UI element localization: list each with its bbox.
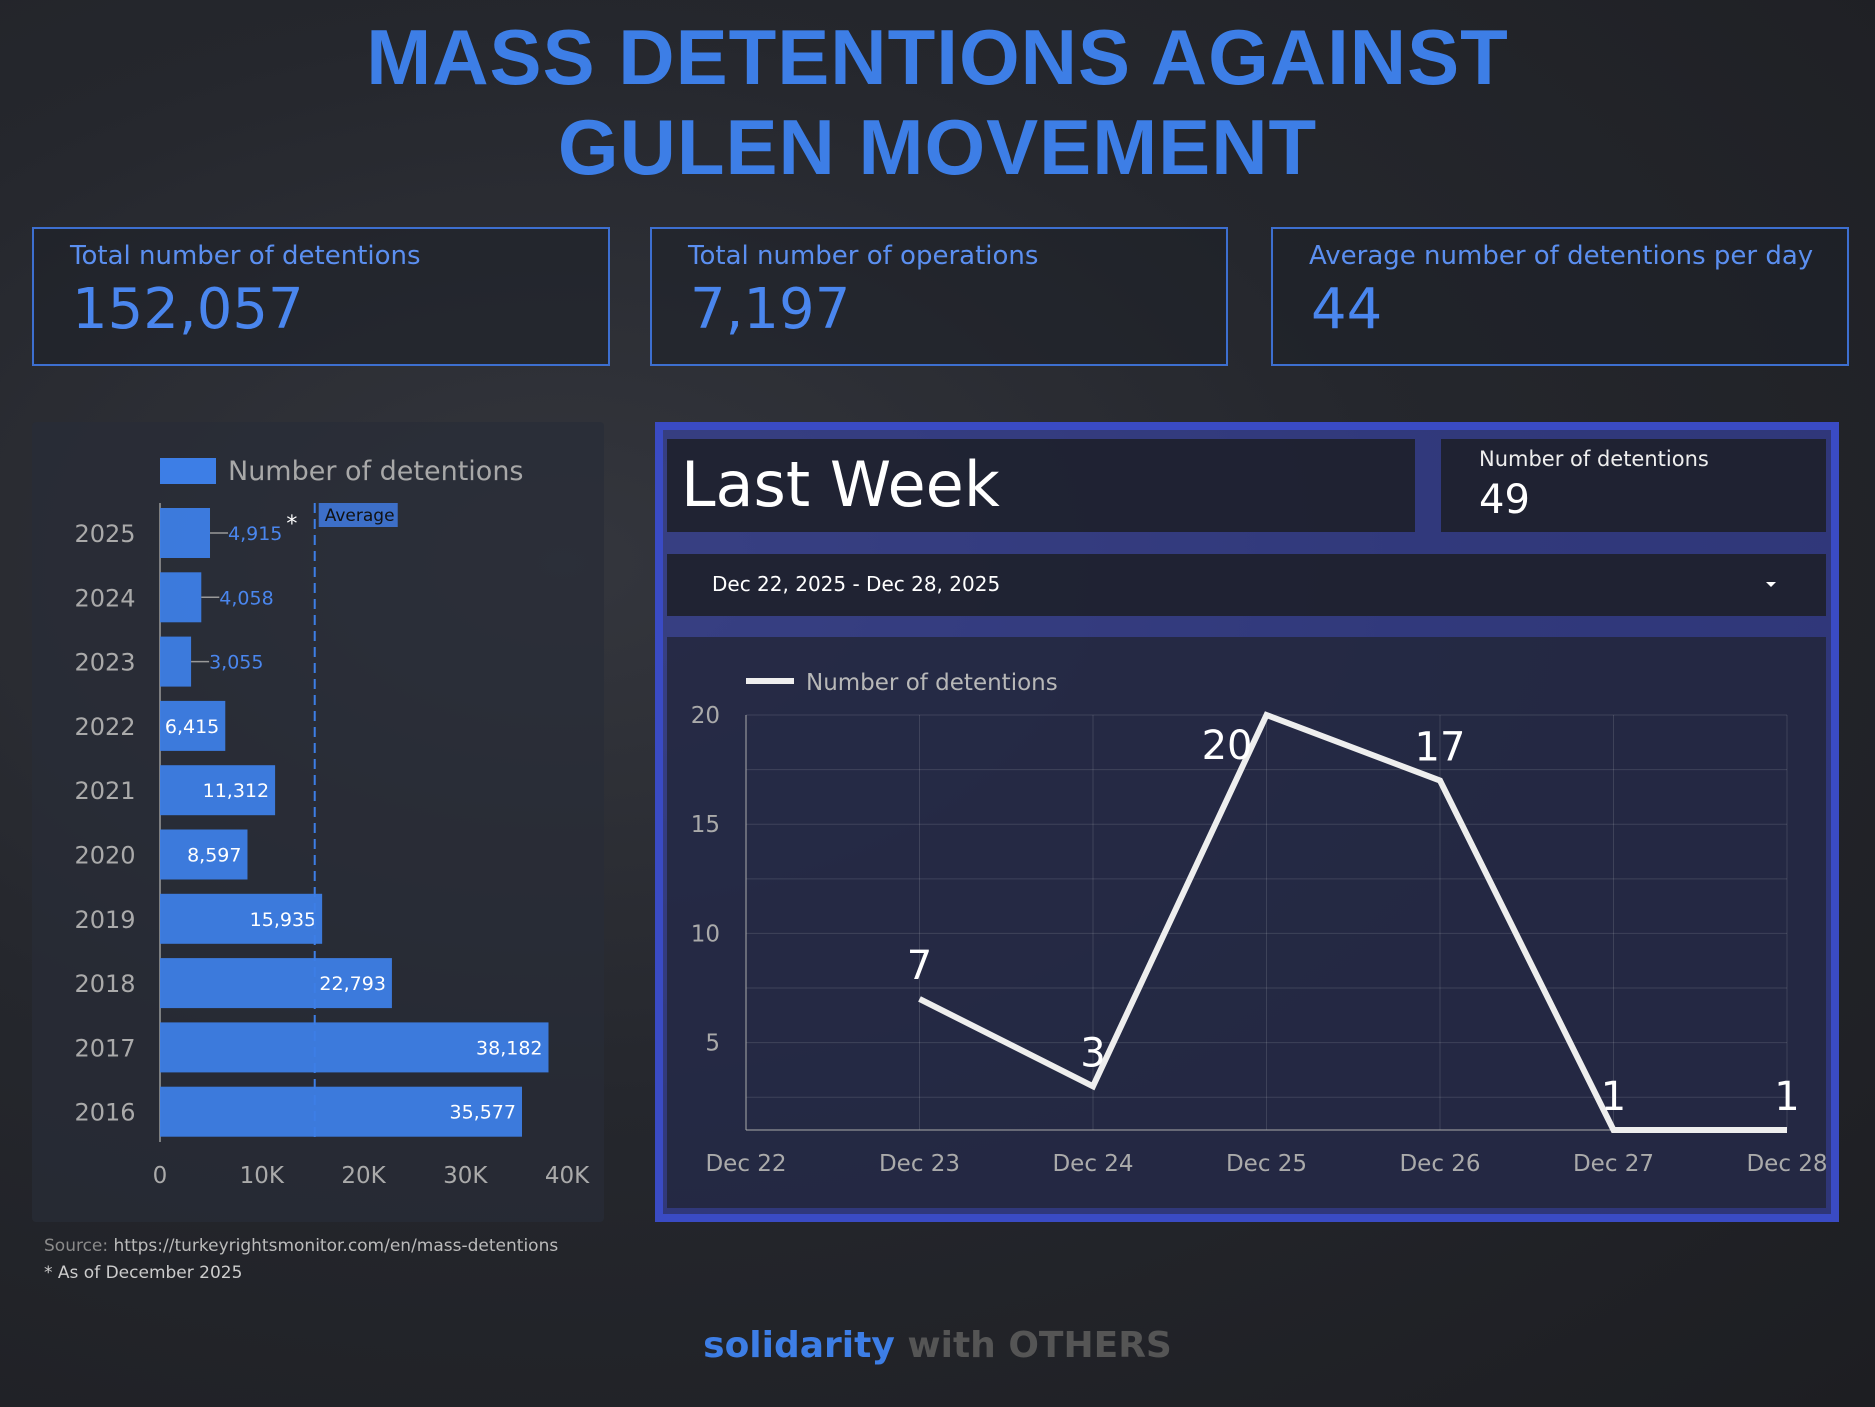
kpi-average-per-day: Average number of detentions per day 44 xyxy=(1271,227,1849,366)
source-link[interactable]: https://turkeyrightsmonitor.com/en/mass-… xyxy=(113,1236,559,1256)
kpi-value: 7,197 xyxy=(690,277,851,342)
bar-category-label: 2018 xyxy=(74,970,135,998)
line-point-label: 1 xyxy=(1601,1074,1626,1120)
line-point-label: 7 xyxy=(907,943,932,989)
bar-value-label: 3,055 xyxy=(209,652,263,674)
line-point-label: 17 xyxy=(1415,725,1466,771)
bar-x-tick: 20K xyxy=(341,1163,386,1189)
last-week-title: Last Week xyxy=(681,448,1000,521)
bar-2022 xyxy=(160,700,226,751)
bar-category-label: 2025 xyxy=(74,520,135,548)
line-x-tick: Dec 22 xyxy=(705,1151,786,1177)
line-x-tick: Dec 24 xyxy=(1052,1151,1133,1177)
source-label: Source: xyxy=(44,1236,109,1256)
bar-2020 xyxy=(160,829,248,880)
line-x-tick: Dec 27 xyxy=(1573,1151,1654,1177)
average-label-bg xyxy=(318,503,398,527)
kpi-total-operations: Total number of operations 7,197 xyxy=(650,227,1228,366)
metric-label: Number of detentions xyxy=(1479,447,1709,471)
bar-category-label: 2019 xyxy=(74,906,135,934)
metric-value: 49 xyxy=(1479,477,1530,523)
last-week-title-box: Last Week xyxy=(667,439,1415,532)
line-legend-label: Number of detentions xyxy=(806,670,1058,696)
average-label: Average xyxy=(325,506,395,526)
bar-legend-label: Number of detentions xyxy=(228,456,524,487)
page-title-line1: MASS DETENTIONS AGAINST xyxy=(366,13,1509,101)
bar-2023 xyxy=(160,636,192,687)
line-y-tick: 5 xyxy=(705,1031,720,1057)
footnote: * As of December 2025 xyxy=(44,1263,243,1283)
date-range-value: Dec 22, 2025 - Dec 28, 2025 xyxy=(712,572,1001,596)
bar-value-label: 11,312 xyxy=(203,780,269,802)
line-point-label: 1 xyxy=(1774,1074,1799,1120)
line-point-label: 20 xyxy=(1202,723,1253,769)
bar-value-label: 22,793 xyxy=(319,973,385,995)
bar-category-label: 2021 xyxy=(74,777,135,805)
last-week-metric: Number of detentions 49 xyxy=(1441,439,1826,532)
bar-x-tick: 30K xyxy=(443,1163,488,1189)
line-x-tick: Dec 26 xyxy=(1399,1151,1480,1177)
line-x-tick: Dec 23 xyxy=(879,1151,960,1177)
page-title-line2: GULEN MOVEMENT xyxy=(557,103,1318,191)
brand-part2: with OTHERS xyxy=(907,1325,1172,1366)
line-y-tick: 15 xyxy=(691,812,720,838)
source-text: Source: https://turkeyrightsmonitor.com/… xyxy=(44,1236,558,1256)
line-x-tick: Dec 25 xyxy=(1226,1151,1307,1177)
bar-annotation-asterisk: * xyxy=(286,512,297,537)
kpi-label: Total number of operations xyxy=(688,241,1039,271)
line-x-tick: Dec 28 xyxy=(1746,1151,1827,1177)
bar-2018 xyxy=(160,958,392,1009)
line-series xyxy=(918,711,1787,1133)
bar-x-tick: 10K xyxy=(240,1163,285,1189)
bar-category-label: 2022 xyxy=(74,713,135,741)
kpi-label: Average number of detentions per day xyxy=(1309,241,1814,271)
bar-value-label: 4,058 xyxy=(219,587,273,609)
bar-2024 xyxy=(160,572,202,623)
bar-value-label: 38,182 xyxy=(476,1037,542,1059)
line-y-tick: 20 xyxy=(691,703,720,729)
bar-category-label: 2017 xyxy=(74,1034,135,1062)
bar-value-label: 4,915 xyxy=(228,523,282,545)
bar-x-tick: 0 xyxy=(153,1163,168,1189)
brand-logo: solidarity with OTHERS xyxy=(0,1325,1875,1366)
line-y-tick: 10 xyxy=(691,921,720,947)
bar-2025 xyxy=(160,508,211,558)
bar-2017 xyxy=(160,1022,549,1073)
line-point-label: 3 xyxy=(1080,1030,1105,1076)
bar-2021 xyxy=(160,765,276,816)
bar-category-label: 2023 xyxy=(74,649,135,677)
bar-value-label: 35,577 xyxy=(450,1102,516,1124)
kpi-value: 152,057 xyxy=(72,277,304,342)
kpi-total-detentions: Total number of detentions 152,057 xyxy=(32,227,610,366)
date-range-dropdown[interactable]: Dec 22, 2025 - Dec 28, 2025 xyxy=(667,554,1826,616)
bar-2019 xyxy=(160,893,323,944)
brand-part1: solidarity xyxy=(703,1325,895,1366)
bar-2016 xyxy=(160,1086,522,1137)
bar-legend-swatch xyxy=(160,458,216,484)
bar-category-label: 2016 xyxy=(74,1099,135,1127)
bar-value-label: 15,935 xyxy=(250,909,316,931)
bar-value-label: 8,597 xyxy=(187,845,241,867)
bar-x-tick: 40K xyxy=(545,1163,590,1189)
bar-category-label: 2020 xyxy=(74,842,135,870)
line-chart-panel xyxy=(667,637,1826,1208)
caret-down-icon[interactable] xyxy=(1766,582,1776,587)
bar-category-label: 2024 xyxy=(74,584,135,612)
kpi-label: Total number of detentions xyxy=(70,241,421,271)
bar-value-label: 6,415 xyxy=(165,716,219,738)
kpi-value: 44 xyxy=(1311,277,1383,342)
